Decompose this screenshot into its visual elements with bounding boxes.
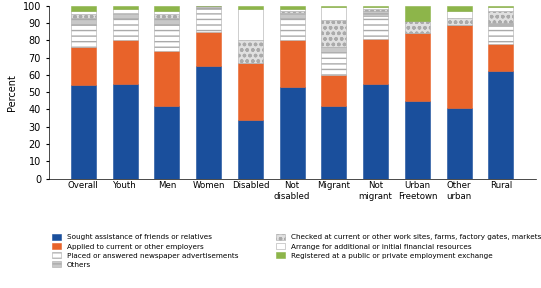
Bar	[113, 9, 137, 13]
Bar	[489, 71, 513, 179]
Bar	[321, 106, 346, 179]
Bar	[447, 11, 472, 18]
Bar	[113, 18, 137, 40]
Bar	[280, 87, 305, 179]
Bar	[238, 40, 263, 63]
Bar	[405, 21, 430, 33]
Bar	[154, 106, 180, 179]
Bar	[196, 6, 221, 9]
Bar	[71, 11, 96, 14]
Bar	[280, 9, 305, 11]
Bar	[489, 23, 513, 26]
Bar	[113, 40, 137, 84]
Legend: Checked at current or other work sites, farms, factory gates, markets, etc., Arr: Checked at current or other work sites, …	[276, 234, 541, 259]
Bar	[238, 63, 263, 120]
Bar	[489, 11, 513, 23]
Bar	[154, 11, 180, 14]
Bar	[363, 84, 388, 179]
Bar	[321, 52, 346, 75]
Bar	[321, 75, 346, 106]
Bar	[238, 6, 263, 9]
Bar	[196, 66, 221, 179]
Bar	[447, 18, 472, 25]
Bar	[321, 20, 346, 47]
Bar	[196, 32, 221, 66]
Bar	[113, 14, 137, 18]
Bar	[363, 9, 388, 11]
Bar	[71, 25, 96, 47]
Bar	[321, 47, 346, 52]
Bar	[321, 6, 346, 7]
Bar	[113, 84, 137, 179]
Bar	[71, 14, 96, 18]
Bar	[489, 26, 513, 44]
Bar	[447, 6, 472, 11]
Bar	[280, 18, 305, 40]
Bar	[154, 14, 180, 18]
Bar	[405, 101, 430, 179]
Bar	[238, 9, 263, 40]
Bar	[489, 7, 513, 11]
Bar	[363, 39, 388, 84]
Bar	[196, 9, 221, 32]
Bar	[489, 6, 513, 7]
Bar	[154, 51, 180, 106]
Bar	[280, 40, 305, 87]
Bar	[447, 108, 472, 179]
Bar	[363, 11, 388, 16]
Bar	[113, 13, 137, 14]
Bar	[447, 25, 472, 108]
Bar	[363, 6, 388, 7]
Bar	[71, 85, 96, 179]
Bar	[71, 18, 96, 25]
Bar	[71, 47, 96, 85]
Bar	[321, 7, 346, 20]
Bar	[238, 120, 263, 179]
Bar	[154, 25, 180, 51]
Bar	[154, 18, 180, 25]
Bar	[363, 16, 388, 39]
Y-axis label: Percent: Percent	[7, 74, 17, 111]
Bar	[71, 6, 96, 11]
Bar	[489, 44, 513, 71]
Bar	[280, 11, 305, 13]
Bar	[405, 6, 430, 21]
Bar	[154, 6, 180, 11]
Bar	[280, 6, 305, 9]
Bar	[280, 13, 305, 18]
Bar	[113, 6, 137, 9]
Bar	[363, 7, 388, 9]
Bar	[405, 33, 430, 101]
